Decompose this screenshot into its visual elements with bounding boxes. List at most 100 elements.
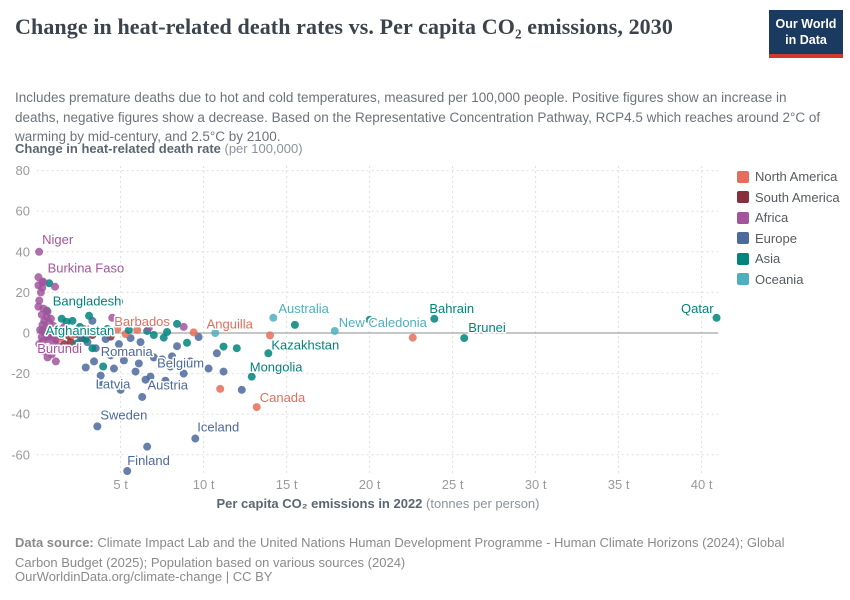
data-point[interactable]: [38, 278, 47, 287]
data-point[interactable]: [51, 282, 60, 291]
data-point[interactable]: [264, 349, 273, 358]
data-point[interactable]: [149, 353, 158, 362]
data-point[interactable]: [211, 329, 220, 337]
data-point[interactable]: [143, 442, 152, 451]
y-tick-label: 0: [23, 326, 30, 341]
data-point[interactable]: [75, 322, 84, 331]
data-point[interactable]: [53, 324, 62, 333]
data-point[interactable]: [460, 334, 469, 343]
data-point[interactable]: [290, 320, 299, 329]
data-point[interactable]: [219, 342, 228, 351]
data-point[interactable]: [96, 371, 105, 380]
data-point[interactable]: [216, 384, 225, 393]
data-point[interactable]: [35, 340, 44, 349]
data-point[interactable]: [101, 335, 110, 344]
data-point[interactable]: [51, 357, 60, 366]
data-point[interactable]: [124, 325, 133, 334]
data-point[interactable]: [158, 355, 167, 364]
legend-item-europe[interactable]: Europe: [737, 231, 840, 246]
data-point[interactable]: [134, 359, 143, 368]
data-point[interactable]: [186, 357, 195, 366]
data-point[interactable]: [183, 338, 191, 347]
data-point[interactable]: [113, 324, 122, 333]
data-point[interactable]: [173, 319, 182, 328]
point-label: Australia: [278, 301, 329, 316]
point-label: Anguilla: [207, 316, 254, 331]
data-point[interactable]: [179, 369, 188, 378]
data-point[interactable]: [68, 331, 77, 340]
data-point[interactable]: [85, 311, 94, 320]
data-point[interactable]: [54, 342, 63, 351]
data-point[interactable]: [252, 403, 261, 412]
data-point[interactable]: [36, 288, 45, 297]
data-point[interactable]: [35, 247, 44, 256]
data-point[interactable]: [144, 323, 153, 332]
owid-logo[interactable]: Our World in Data: [769, 10, 843, 59]
data-point[interactable]: [168, 352, 177, 361]
data-point[interactable]: [68, 316, 77, 325]
data-point[interactable]: [212, 349, 221, 358]
data-point[interactable]: [408, 333, 417, 342]
data-point[interactable]: [141, 375, 150, 384]
data-point[interactable]: [179, 322, 188, 331]
data-point[interactable]: [114, 340, 123, 349]
data-point[interactable]: [109, 364, 118, 373]
legend-item-oceania[interactable]: Oceania: [737, 272, 840, 287]
data-point[interactable]: [247, 372, 256, 381]
data-point[interactable]: [269, 313, 278, 322]
data-point[interactable]: [219, 367, 228, 376]
data-point[interactable]: [430, 314, 439, 323]
data-point[interactable]: [173, 342, 182, 351]
data-point[interactable]: [237, 385, 246, 394]
data-point[interactable]: [99, 362, 108, 371]
chart-subtitle: Includes premature deaths due to hot and…: [15, 90, 821, 145]
data-point[interactable]: [98, 380, 107, 389]
data-point[interactable]: [88, 344, 97, 353]
data-point[interactable]: [712, 313, 721, 322]
data-point[interactable]: [93, 422, 102, 431]
data-point[interactable]: [194, 333, 203, 342]
data-point[interactable]: [40, 347, 49, 356]
data-point[interactable]: [138, 392, 147, 401]
scatter-plot[interactable]: 80 60 40 20 0 -20 -40 -60 5 t 10 t 15 t 20 t 25 t 30 …: [0, 160, 850, 500]
data-point[interactable]: [108, 313, 117, 322]
data-point[interactable]: [106, 351, 115, 360]
data-point[interactable]: [365, 315, 374, 324]
data-point[interactable]: [81, 335, 90, 344]
data-point[interactable]: [163, 327, 172, 336]
data-point[interactable]: [191, 434, 200, 443]
data-point[interactable]: [161, 376, 170, 385]
data-point[interactable]: [330, 326, 339, 335]
data-point[interactable]: [90, 357, 99, 366]
data-point[interactable]: [266, 331, 274, 340]
data-point[interactable]: [60, 322, 69, 331]
legend-swatch: [737, 211, 749, 224]
data-point[interactable]: [56, 332, 65, 341]
data-point[interactable]: [136, 338, 145, 347]
data-point[interactable]: [114, 297, 123, 306]
x-tick-label: 35 t: [608, 477, 630, 492]
data-point[interactable]: [232, 344, 241, 353]
data-point[interactable]: [166, 362, 175, 371]
data-point[interactable]: [43, 353, 52, 362]
legend-item-africa[interactable]: Africa: [737, 210, 840, 225]
legend-item-north-america[interactable]: North America: [737, 169, 840, 184]
legend-item-south-america[interactable]: South America: [737, 190, 840, 205]
data-point[interactable]: [189, 328, 198, 337]
data-point[interactable]: [35, 296, 44, 305]
data-point[interactable]: [204, 364, 213, 373]
data-point[interactable]: [119, 356, 128, 365]
data-point[interactable]: [131, 367, 140, 376]
data-point[interactable]: [81, 363, 90, 372]
data-point[interactable]: [73, 339, 82, 348]
data-point[interactable]: [116, 385, 125, 394]
data-point[interactable]: [149, 331, 158, 340]
y-tick-label: 40: [16, 244, 30, 259]
data-point[interactable]: [133, 325, 142, 334]
data-point[interactable]: [86, 327, 95, 336]
legend-item-asia[interactable]: Asia: [737, 251, 840, 266]
data-point[interactable]: [45, 279, 54, 288]
data-point[interactable]: [103, 324, 112, 333]
data-point[interactable]: [123, 467, 132, 476]
point-label: Kazakhstan: [271, 337, 339, 352]
